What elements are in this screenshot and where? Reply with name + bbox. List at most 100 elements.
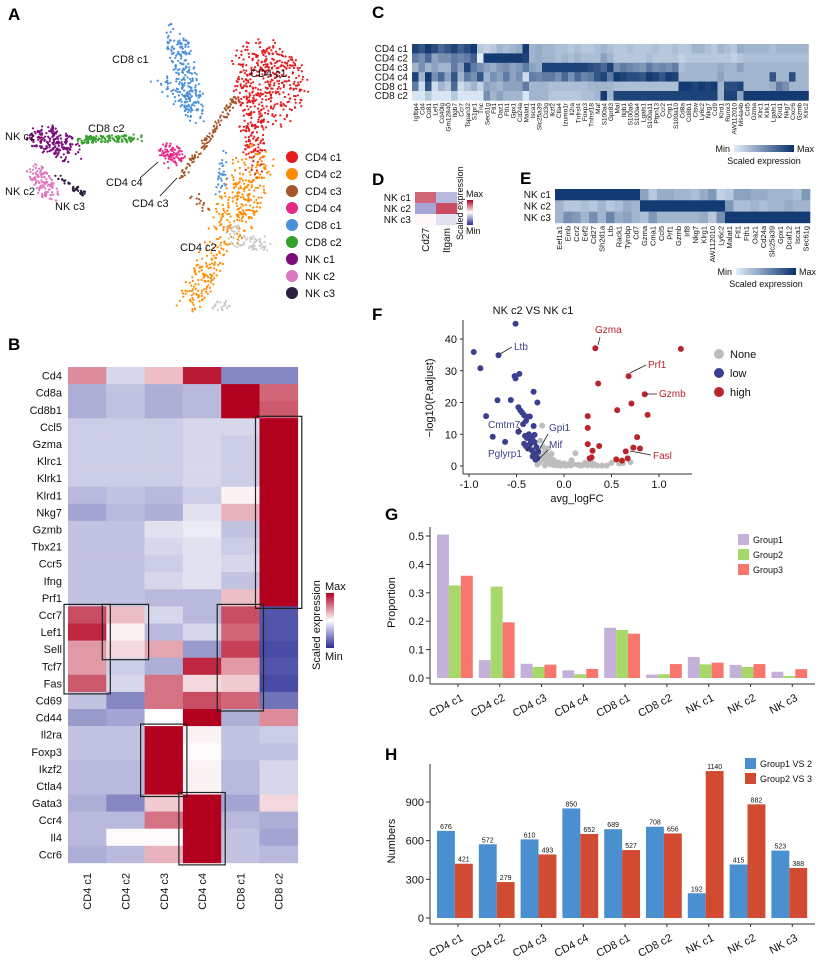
heatmap-cell [144, 657, 184, 676]
umap-point [252, 235, 255, 238]
umap-point [251, 131, 254, 134]
umap-point [218, 116, 222, 119]
column-label: Gpr83 [608, 103, 615, 121]
legend-swatch [286, 287, 298, 299]
heatmap-cell [106, 555, 145, 573]
row-label: NK c3 [384, 215, 412, 226]
umap-point [166, 36, 169, 39]
bar [783, 676, 796, 678]
heatmap-cell [704, 53, 712, 64]
volcano-point-high [584, 441, 591, 448]
umap-point [28, 175, 31, 178]
umap-point [246, 105, 249, 108]
umap-point [262, 133, 265, 137]
heatmap-cell [587, 53, 595, 64]
umap-point [261, 138, 264, 141]
umap-point [64, 156, 68, 159]
umap-point [123, 137, 126, 140]
umap-point [49, 177, 52, 180]
umap-point [193, 71, 196, 74]
umap-point [179, 105, 182, 108]
heatmap-cell [259, 572, 299, 590]
umap-point [252, 195, 255, 198]
umap-point [35, 164, 38, 167]
heatmap-cell [652, 44, 660, 54]
umap-point [254, 147, 257, 151]
heatmap-cell [529, 81, 536, 92]
umap-point [34, 181, 38, 184]
volcano-point-low [534, 399, 541, 406]
umap-point [74, 188, 77, 192]
row-label: Lef1 [41, 627, 62, 639]
heatmap-cell [646, 44, 653, 54]
heatmap-cell [259, 469, 299, 487]
umap-point [216, 301, 219, 304]
umap-point [240, 97, 243, 101]
row-label: Cd69 [36, 695, 62, 707]
bar [628, 633, 640, 678]
volcano-point-low [526, 413, 533, 420]
column-label: Klrd1 [718, 103, 725, 119]
heatmap-cell [451, 72, 458, 82]
heatmap-cell [182, 709, 222, 727]
umap-point [260, 242, 263, 245]
heatmap-cell [613, 53, 621, 64]
umap-point [253, 105, 256, 108]
umap-point [201, 209, 204, 212]
heatmap-cell [68, 503, 107, 522]
umap-point [194, 121, 197, 124]
column-label: CD8 c2 [274, 873, 286, 910]
umap-point [210, 276, 213, 279]
heatmap-cell [106, 828, 145, 847]
umap-point [53, 153, 56, 156]
umap-point [282, 86, 285, 89]
legend-title: Scaled expression [311, 580, 323, 670]
heatmap-cell [529, 72, 536, 82]
umap-point [224, 243, 227, 246]
umap-point [200, 278, 203, 281]
umap-point [232, 89, 235, 93]
legend-swatch [286, 236, 298, 248]
umap-point [252, 160, 255, 163]
umap-point [275, 91, 278, 94]
umap-point [211, 307, 214, 310]
cluster-label: NK c3 [55, 201, 85, 213]
umap-point [177, 151, 180, 154]
heatmap-cell [542, 81, 549, 92]
umap-point [263, 235, 266, 238]
heatmap-cell [144, 435, 184, 453]
heatmap-cell [640, 200, 649, 212]
umap-point [222, 170, 225, 173]
heatmap-cell [496, 72, 504, 82]
umap-point [285, 115, 288, 118]
umap-point [57, 152, 60, 155]
heatmap-cell [259, 709, 299, 727]
heatmap-cell [561, 62, 569, 73]
umap-point [252, 206, 255, 209]
umap-point [39, 132, 43, 135]
umap-point [166, 79, 169, 82]
umap-point [275, 75, 278, 78]
heatmap-cell [106, 418, 145, 436]
heatmap-cell [106, 520, 145, 539]
heatmap-cell [182, 384, 222, 402]
umap-point [225, 177, 229, 180]
column-label: Ctsw [692, 103, 699, 118]
umap-point [62, 146, 65, 149]
umap-point [222, 248, 225, 251]
column-label: Rack1 [614, 226, 623, 247]
heatmap-cell [144, 709, 184, 727]
legend-swatch [286, 270, 298, 282]
umap-point [270, 62, 273, 65]
umap-point [264, 164, 267, 167]
heatmap-cell [259, 452, 299, 470]
heatmap-cell [620, 44, 627, 54]
umap-point [203, 142, 206, 145]
column-label: CD4 c4 [197, 873, 209, 910]
heatmap-cell [759, 211, 768, 224]
heatmap-cell [535, 44, 543, 54]
umap-point [218, 220, 221, 223]
umap-point [259, 173, 262, 176]
umap-point [221, 308, 224, 312]
umap-point [266, 112, 269, 115]
